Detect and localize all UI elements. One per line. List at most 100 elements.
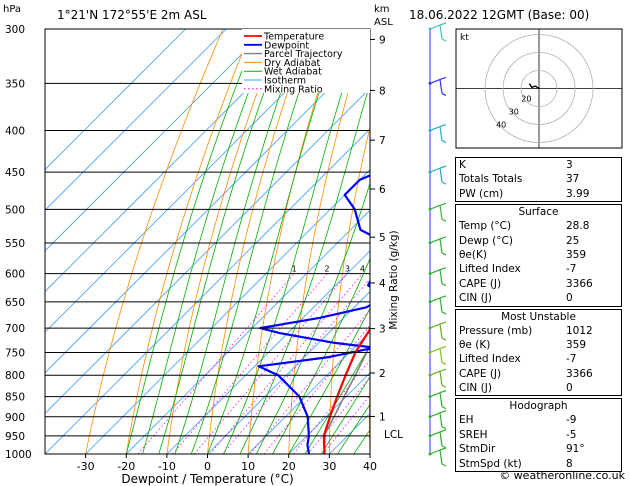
mixing-ratio-label: 3: [345, 265, 350, 274]
datetime-title: 18.06.2022 12GMT (Base: 00): [409, 8, 589, 22]
index-value: 359: [566, 248, 587, 261]
surface-row: Dewp (°C) 25: [456, 234, 621, 248]
index-value: 28.8: [566, 220, 590, 233]
surface-panel: Surface Temp (°C) 28.8 Dewp (°C) 25 θe(K) 3…: [455, 204, 622, 307]
index-label: SREH: [459, 428, 488, 441]
wind-barb: [428, 345, 447, 365]
wind-barb: [428, 165, 447, 185]
hodograph-ring-label: 30: [509, 107, 519, 116]
pressure-unit: hPa: [3, 4, 21, 15]
pressure-tick-label: 850: [5, 392, 25, 404]
wind-barb: [428, 447, 447, 467]
index-value: 0: [566, 292, 573, 305]
legend-label: Dry Adiabat: [264, 58, 321, 69]
km-tick-label: 9: [379, 34, 386, 46]
temperature-tick-label: 0: [204, 460, 211, 473]
wind-barb: [428, 410, 447, 430]
hodo-row: EH -9: [456, 413, 621, 427]
isotherm-line: [45, 29, 268, 252]
dry-adiabat-line: [288, 29, 368, 454]
index-label: StmDir: [459, 443, 496, 456]
mixing-ratio-axis-title: Mixing Ratio (g/kg): [388, 230, 400, 329]
hodograph-trace: [528, 83, 540, 90]
x-axis-title: Dewpoint / Temperature (°C): [121, 472, 293, 486]
index-label: CAPE (J): [459, 277, 502, 290]
index-value: -7: [566, 353, 577, 366]
index-label: θe(K): [459, 248, 487, 261]
index-value: 25: [566, 234, 580, 247]
temperature-tick-label: 40: [363, 460, 377, 473]
surface-row: CIN (J) 0: [456, 291, 621, 305]
index-label: CAPE (J): [459, 367, 502, 380]
isotherm-line: [45, 128, 370, 454]
mixing-ratio-label: 4: [360, 265, 365, 274]
isotherm-line: [288, 372, 370, 454]
isotherm-line: [45, 29, 349, 333]
wet-adiabat-line: [125, 29, 260, 454]
legend-label: Isotherm: [264, 76, 306, 87]
index-value: -7: [566, 263, 577, 276]
legend-label: Wet Adiabat: [264, 67, 322, 78]
index-label: θe (K): [459, 338, 491, 351]
pressure-tick-label: 800: [5, 370, 25, 382]
index-value: 359: [566, 338, 587, 351]
mixing-ratio-label: 5: [372, 265, 377, 274]
wind-barb: [428, 123, 447, 144]
km-tick-label: 7: [379, 135, 386, 147]
hodo-row: StmSpd (kt) 8: [456, 457, 621, 471]
wind-barb: [428, 390, 447, 410]
wet-adiabat-line: [288, 307, 370, 454]
index-label: Temp (°C): [459, 220, 512, 233]
pressure-tick-label: 600: [5, 269, 25, 281]
index-label: PW (cm): [459, 187, 504, 200]
temperature-tick-label: -30: [77, 460, 95, 473]
mixing-ratio-label: 1: [292, 265, 297, 274]
temperature-tick-label: 20: [282, 460, 296, 473]
surface-row: CAPE (J) 3366: [456, 277, 621, 291]
pressure-tick-label: 650: [5, 297, 25, 309]
dry-adiabat-line: [207, 29, 310, 454]
temperature-tick-label: -10: [158, 460, 176, 473]
dry-adiabat-line: [247, 29, 339, 454]
mu-row: CAPE (J) 3366: [456, 367, 621, 381]
parcel-trajectory: [323, 344, 370, 454]
pressure-tick-label: 750: [5, 347, 25, 359]
wind-barb: [428, 429, 447, 449]
legend-label: Dewpoint: [264, 40, 309, 51]
km-tick-label: 3: [379, 324, 386, 336]
index-value: 91°: [566, 443, 585, 456]
mu-row: Pressure (mb) 1012: [456, 324, 621, 338]
mu-row: θe (K) 359: [456, 338, 621, 352]
mixing-ratio-line: [172, 273, 328, 454]
wind-barb: [428, 22, 447, 42]
wind-barb: [428, 267, 447, 287]
pressure-tick-label: 950: [5, 431, 25, 443]
index-value: 8: [566, 457, 573, 470]
index-value: -5: [566, 428, 577, 441]
index-value: 1012: [566, 324, 593, 337]
pressure-tick-label: 700: [5, 323, 25, 335]
most-unstable-panel: Most Unstable Pressure (mb) 1012 θe (K) 35…: [455, 308, 622, 397]
dry-adiabat-line: [408, 23, 455, 454]
mu-row: CIN (J) 0: [456, 381, 621, 395]
km-tick-label: 1: [379, 411, 386, 423]
legend-label: Mixing Ratio: [264, 84, 323, 95]
temperature-tick-label: 10: [241, 460, 255, 473]
km-tick-label: 4: [379, 278, 386, 290]
pressure-tick-label: 300: [5, 24, 25, 36]
legend-label: Temperature: [263, 32, 324, 43]
wind-barb: [428, 76, 447, 96]
hodograph-ring-label: 20: [521, 94, 531, 103]
isotherm-line: [85, 169, 370, 454]
pressure-tick-label: 450: [5, 167, 25, 179]
index-label: Totals Totals: [459, 173, 523, 186]
index-label: EH: [459, 414, 474, 427]
pressure-tick-label: 900: [5, 412, 25, 424]
km-unit: km: [374, 4, 390, 15]
pressure-tick-label: 1000: [5, 449, 32, 461]
surface-title: Surface: [518, 206, 559, 219]
index-label: Lifted Index: [459, 263, 521, 276]
pressure-tick-label: 550: [5, 238, 25, 250]
